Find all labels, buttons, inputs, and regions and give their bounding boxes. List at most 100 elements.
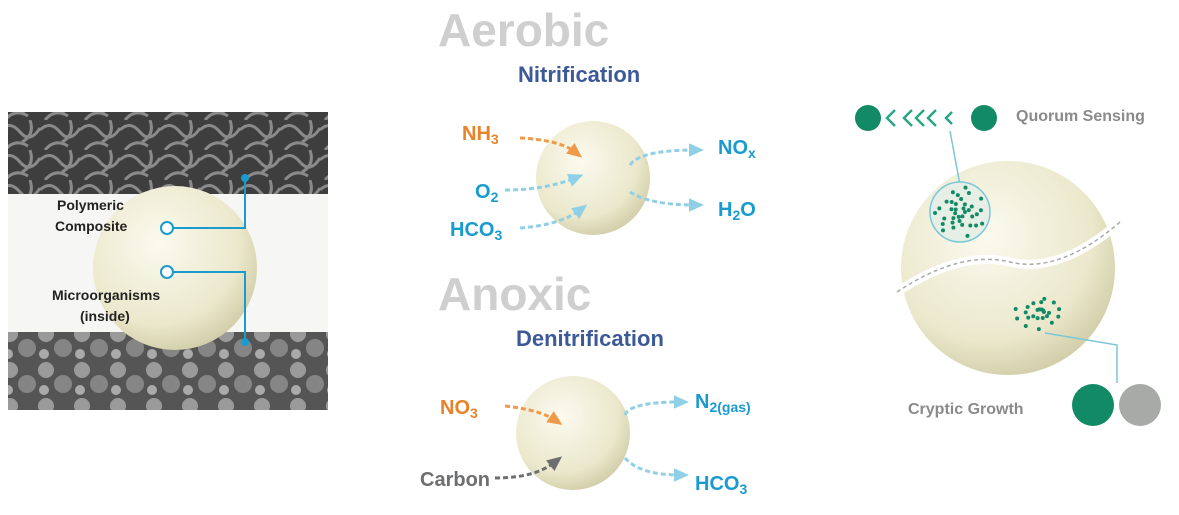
- dot: [962, 206, 966, 210]
- dot: [1036, 316, 1040, 320]
- dot: [1041, 316, 1045, 320]
- dot: [951, 216, 955, 220]
- dot: [950, 200, 954, 204]
- dot: [951, 221, 955, 225]
- dot: [941, 228, 945, 232]
- chemical-part: NH: [462, 123, 491, 145]
- texture-top: [8, 112, 328, 194]
- chemical-part: N: [695, 391, 709, 413]
- chemical-part: Carbon: [420, 469, 490, 491]
- arrowhead: [674, 395, 689, 408]
- page: Polymeric Composite Microorganisms (insi…: [0, 0, 1179, 515]
- arrowhead: [689, 198, 704, 211]
- dot: [974, 224, 978, 228]
- dot: [951, 226, 955, 230]
- dot: [979, 208, 983, 212]
- dot: [968, 223, 972, 227]
- chemical: Carbon: [420, 469, 490, 491]
- cell: [855, 105, 881, 131]
- chemical-part: 2(gas): [709, 399, 750, 415]
- dot: [942, 216, 946, 220]
- chemical-part: x: [748, 145, 756, 161]
- chemical-part: NO: [718, 137, 748, 159]
- dot: [1057, 307, 1061, 311]
- dot: [1031, 314, 1035, 318]
- chemical: HCO3: [695, 473, 747, 497]
- left-panel: Polymeric Composite Microorganisms (insi…: [8, 112, 328, 410]
- chemical-part: 3: [491, 131, 499, 147]
- label: (inside): [80, 308, 130, 324]
- dot: [1026, 305, 1030, 309]
- pointer: [241, 338, 249, 346]
- dot: [954, 207, 958, 211]
- dot: [957, 215, 961, 219]
- pointer: [161, 222, 173, 234]
- dot: [975, 212, 979, 216]
- heading: Aerobic: [438, 4, 609, 56]
- dot: [1037, 327, 1041, 331]
- dot: [1024, 310, 1028, 314]
- arrowhead: [689, 143, 704, 156]
- dot: [1056, 315, 1060, 319]
- process: Denitrification: [516, 326, 664, 351]
- chemical-part: 2: [732, 207, 740, 223]
- label: Cryptic Growth: [908, 401, 1024, 418]
- dot: [980, 222, 984, 226]
- dot: [1047, 311, 1051, 315]
- chemical-part: HCO: [695, 473, 739, 495]
- right-panel: Quorum Sensing Cryptic Growth: [855, 105, 1161, 426]
- dot: [1031, 301, 1035, 305]
- cell: [971, 105, 997, 131]
- chemical: O2: [475, 181, 499, 205]
- dot: [949, 207, 953, 211]
- chemical-part: H: [718, 199, 732, 221]
- chemical-part: NO: [440, 397, 470, 419]
- dot: [970, 214, 974, 218]
- dot: [1014, 307, 1018, 311]
- sphere: [516, 376, 630, 490]
- chemical-part: 2: [491, 189, 499, 205]
- dot: [954, 202, 958, 206]
- dot: [1024, 324, 1028, 328]
- dot: [979, 197, 983, 201]
- cell: [1072, 384, 1114, 426]
- dot: [970, 205, 974, 209]
- chemical-part: O: [740, 199, 756, 221]
- pointer: [161, 266, 173, 278]
- sphere: [536, 121, 650, 235]
- cell: [1119, 384, 1161, 426]
- chemical: NO3: [440, 397, 478, 421]
- chemical-part: 3: [739, 481, 747, 497]
- arrow: [625, 402, 680, 415]
- dot: [937, 206, 941, 210]
- dot: [1052, 300, 1056, 304]
- dot: [967, 208, 971, 212]
- dot: [964, 186, 968, 190]
- dot: [1026, 316, 1030, 320]
- dot: [960, 214, 964, 218]
- dot: [941, 222, 945, 226]
- dot: [951, 190, 955, 194]
- dot: [967, 191, 971, 195]
- chemical-part: O: [475, 181, 491, 203]
- process: Nitrification: [518, 62, 640, 87]
- dot: [933, 211, 937, 215]
- dot: [1015, 317, 1019, 321]
- chemical: HCO3: [450, 219, 502, 243]
- chemical-part: HCO: [450, 219, 494, 241]
- chemical-part: 3: [470, 405, 478, 421]
- dot: [1036, 308, 1040, 312]
- dot: [953, 211, 957, 215]
- chemical-part: 3: [494, 227, 502, 243]
- chemical: NOx: [718, 137, 756, 161]
- dot: [956, 193, 960, 197]
- arrowhead: [674, 468, 689, 481]
- diagram: Polymeric Composite Microorganisms (insi…: [0, 0, 1179, 515]
- label: Polymeric: [57, 197, 124, 213]
- dot: [959, 197, 963, 201]
- dot: [963, 202, 967, 206]
- heading: Anoxic: [438, 268, 591, 320]
- dot: [960, 223, 964, 227]
- dot: [958, 219, 962, 223]
- dot: [963, 210, 967, 214]
